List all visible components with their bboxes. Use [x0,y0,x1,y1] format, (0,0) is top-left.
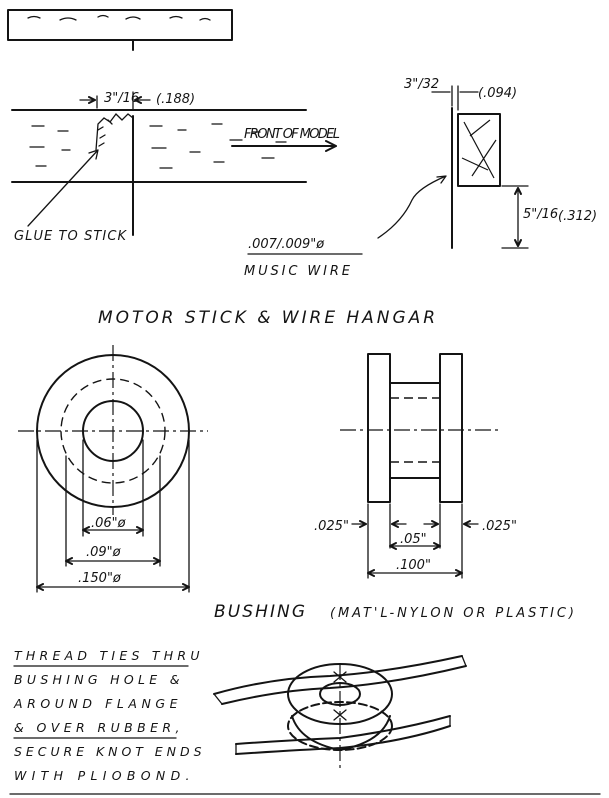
section-2-title: BUSHING [214,602,306,622]
hanger-end-view: 3"/32 (.094) 5"/16 (.312) .007/.009"ø MU… [244,77,597,279]
thread-note-line-2: BUSHING HOLE & [14,672,180,687]
section-1-title: MOTOR STICK & WIRE HANGAR [98,308,436,328]
top-dim-width: 3"/16 [104,91,139,106]
bushing-outer-dim: .150"ø [78,571,122,586]
thread-note-line-4: & OVER RUBBER, [14,720,180,735]
thread-note: THREAD TIES THRU BUSHING HOLE & AROUND F… [13,648,202,783]
bushing-front-view: .06"ø .09"ø .150"ø [18,345,208,593]
top-dim-decimal: (.188) [156,92,195,107]
thread-note-line-3: AROUND FLANGE [13,696,178,711]
wire-gauge-label: .007/.009"ø [248,237,325,252]
gap-dim-fraction: 3"/32 [404,77,439,92]
flange-right-dim: .025" [482,519,517,534]
flange-left-dim: .025" [314,519,349,534]
top-stick-strip [7,9,233,51]
music-wire-label: MUSIC WIRE [244,264,351,279]
hub-dim: .05" [400,532,427,547]
gap-dim-decimal: (.094) [478,86,517,101]
front-of-model-label: FRONT OF MODEL [244,127,340,142]
bushing-with-rubber-illustration [213,655,467,772]
thread-note-line-6: WITH PLIOBOND. [14,768,190,783]
motor-stick-side-view: 3"/16 (.188) FRONT OF MODEL GLUE TO STIC… [11,91,340,244]
glue-to-stick-label: GLUE TO STICK [14,229,127,244]
bushing-side-view: .025" .025" .05" .100" [314,353,517,579]
section-2-material: (MAT'L-NYLON OR PLASTIC) [330,606,574,621]
bushing-middle-dim: .09"ø [86,545,122,560]
hanger-dim-decimal: (.312) [558,209,597,224]
bushing-inner-dim: .06"ø [91,516,127,531]
total-width-dim: .100" [396,558,431,573]
thread-note-line-1: THREAD TIES THRU [14,648,200,663]
thread-note-line-5: SECURE KNOT ENDS [14,744,202,759]
hanger-dim-fraction: 5"/16 [523,207,558,222]
